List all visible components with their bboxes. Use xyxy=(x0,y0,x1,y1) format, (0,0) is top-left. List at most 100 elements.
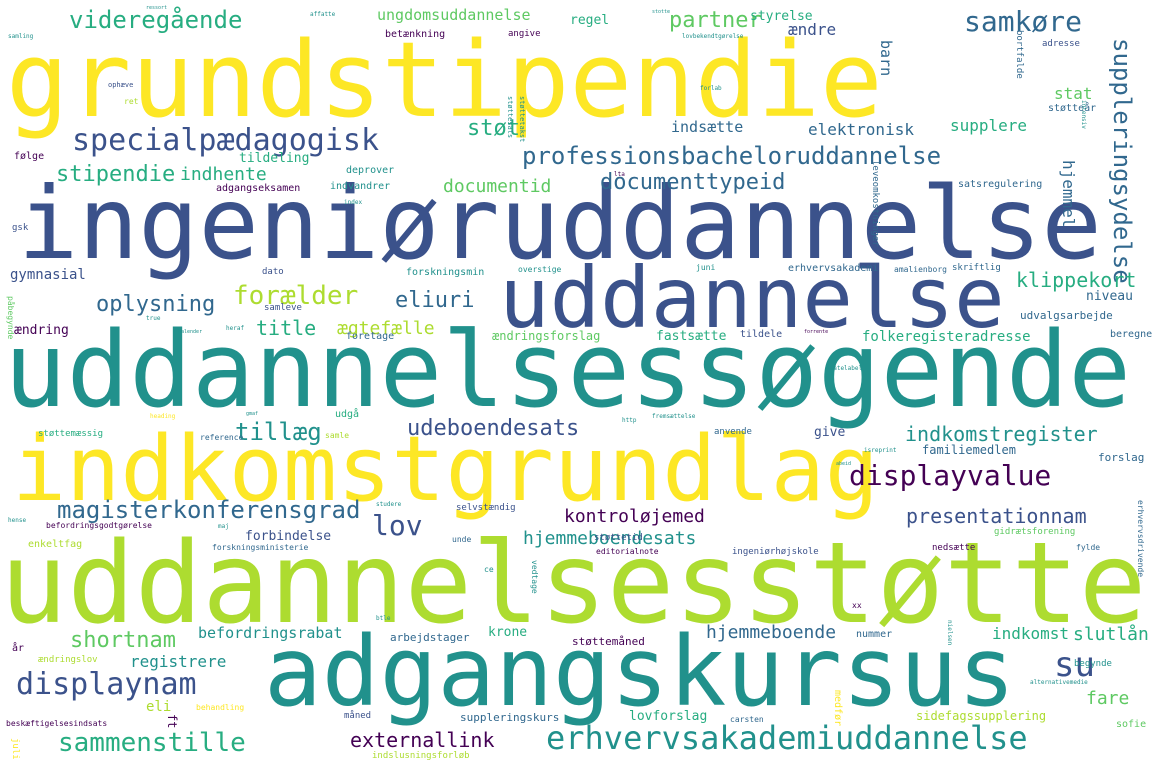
word-uddannelsessøgende: uddannelsessøgende xyxy=(4,309,1132,431)
word-satsregulering: satsregulering xyxy=(958,179,1043,190)
word-paabegynde: påbegynde xyxy=(6,296,15,340)
word-betaenkning: betænkning xyxy=(385,29,446,40)
word-heading: heading xyxy=(150,413,176,420)
word-stoet: støt xyxy=(467,116,520,141)
word-samle: samle xyxy=(325,431,350,440)
word-lta: lta xyxy=(614,171,625,178)
word-studere: studere xyxy=(376,501,402,508)
word-magisterkonferensgrad: magisterkonferensgrad xyxy=(57,496,361,524)
word-erhvervsdrivende: erhvervsdrivende xyxy=(1136,500,1145,578)
word-kontroloejemed: kontroløjemed xyxy=(564,506,705,527)
word-selvstaendig: selvstændig xyxy=(456,503,516,513)
word-forslag: forslag xyxy=(1098,451,1145,464)
word-styrelse: styrelse xyxy=(750,9,813,24)
word-anvende: anvende xyxy=(714,427,752,437)
word-adresse: adresse xyxy=(1042,39,1080,49)
word-professionsbacheloruddannelse: professionsbacheloruddannelse xyxy=(522,142,942,170)
word-ingeniøruddannelse: ingeniøruddannelse xyxy=(18,165,1102,282)
word-sidefagssupplering: sidefagssupplering xyxy=(916,709,1047,723)
word-forlab: forlab xyxy=(700,85,722,92)
word-erhvervsakademiuddannelse: erhvervsakademiuddannelse xyxy=(546,719,1028,757)
word-btle: btle xyxy=(376,615,391,622)
word-partner: partner xyxy=(669,8,762,33)
word-index: index xyxy=(344,199,363,206)
word-heraf: heraf xyxy=(226,325,245,332)
word-aendring: ændring xyxy=(14,323,69,338)
word-samkoere: samkøre xyxy=(964,5,1083,38)
word-bortfalde: bortfalde xyxy=(1014,30,1024,79)
word-samleve: samleve xyxy=(264,303,302,313)
word-indslusningsforloeb: indslusningsforløb xyxy=(372,751,470,761)
word-elektronisk: elektronisk xyxy=(808,120,914,139)
word-indvandrer: indvandrer xyxy=(330,181,391,192)
word-leveomkostninger: leveomkostninger xyxy=(870,160,880,247)
word-editorialnote: editorialnote xyxy=(596,547,659,556)
word-dato: dato xyxy=(262,267,284,277)
word-nielsen: nielsen xyxy=(946,620,953,646)
word-nedsaette: nedsætte xyxy=(932,543,976,553)
word-begynde: begynde xyxy=(1074,659,1112,669)
word-gmaf: gmaf xyxy=(246,411,259,417)
word-maj: maj xyxy=(218,523,229,530)
word-affatte: affatte xyxy=(310,11,336,18)
word-fremsaettelse: fremsættelse xyxy=(652,413,696,420)
word-skriftlig: skriftlig xyxy=(952,263,1001,273)
word-fylde: fylde xyxy=(1076,543,1101,552)
word-statelabel: statelabel xyxy=(826,365,863,372)
word-gymnasial: gymnasial xyxy=(10,267,86,283)
word-ingenioerhoejskole: ingeniørhøjskole xyxy=(732,547,819,557)
word-suppleringsydelse: suppleringsydelse xyxy=(1108,38,1136,284)
word-isreprint: isreprint xyxy=(864,447,897,454)
word-supplere: supplere xyxy=(950,116,1028,135)
word-lovbekendtgoerelse: lovbekendtgørelse xyxy=(682,33,744,40)
word-externallink: externallink xyxy=(350,728,495,752)
word-beskaeftigelsesindsats: beskæftigelsesindsats xyxy=(6,719,108,728)
word-udgaa: udgå xyxy=(335,409,360,420)
word-eli: eli xyxy=(146,699,172,715)
word-stoettetid: støttetid xyxy=(594,533,643,543)
word-videregaaende: videregående xyxy=(69,6,243,34)
word-presentationnam: presentationnam xyxy=(906,504,1087,528)
word-enkeltfag: enkeltfag xyxy=(28,539,83,550)
word-give: give xyxy=(814,425,846,440)
word-klippekort: klippekort xyxy=(1016,268,1137,292)
word-folkeregisteradresse: folkeregisteradresse xyxy=(862,329,1031,345)
word-forrente: forrente xyxy=(804,329,829,335)
word-udeboendesats: udeboendesats xyxy=(407,416,580,441)
word-lov: lov xyxy=(372,509,423,542)
word-deprover: deprover xyxy=(346,165,395,176)
word-hjemmeboendesats: hjemmeboendesats xyxy=(523,528,697,549)
word-true: true xyxy=(146,315,161,322)
word-indkomstregister: indkomstregister xyxy=(905,422,1098,446)
word-behandling: behandling xyxy=(196,703,245,712)
word-fare: fare xyxy=(1086,688,1130,709)
word-indkomst: indkomst xyxy=(992,624,1070,643)
word-tildele: tildele xyxy=(740,329,783,340)
word-intensiv: intensiv xyxy=(1080,100,1087,129)
word-sammenstille: sammenstille xyxy=(58,728,246,758)
word-aar: år xyxy=(12,643,25,654)
word-carsten: carsten xyxy=(730,715,764,724)
word-medfoer: medfør xyxy=(832,690,843,727)
word-maaned: måned xyxy=(344,711,372,721)
word-erhvervsakademi: erhvervsakademi xyxy=(788,263,879,274)
word-eliuri: eliuri xyxy=(395,288,475,313)
word-stat: stat xyxy=(1054,84,1093,103)
word-documentid: documentid xyxy=(443,176,552,197)
word-hjemmeboende: hjemmeboende xyxy=(706,622,837,643)
word-title: title xyxy=(256,316,317,340)
word-hjemmel: hjemmel xyxy=(1059,160,1078,228)
word-slutlaan: slutlån xyxy=(1073,624,1149,645)
word-reference: reference xyxy=(200,433,244,442)
word-ret: ret xyxy=(124,97,139,106)
word-vedtage: vedtage xyxy=(530,560,539,594)
word-aegtefaelle: ægtefælle xyxy=(337,318,435,339)
word-angive: angive xyxy=(508,29,541,39)
word-ophaeve: ophæve xyxy=(108,81,134,89)
word-foretage: foretage xyxy=(346,331,395,342)
word-stoettetakst: støttetakst xyxy=(518,96,526,143)
word-samling: samling xyxy=(8,33,34,40)
word-forskningsmin: forskningsmin xyxy=(406,267,485,278)
word-displayvalue: displayvalue xyxy=(849,459,1052,492)
word-beregne: beregne xyxy=(1110,329,1153,340)
